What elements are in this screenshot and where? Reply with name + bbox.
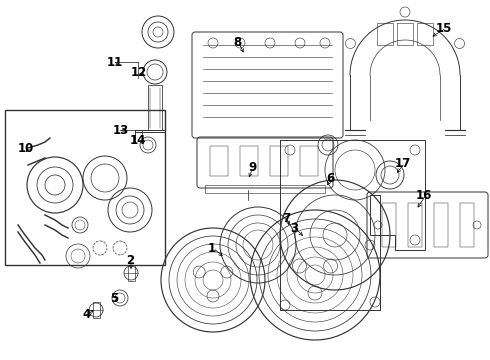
Bar	[148, 85, 162, 130]
Text: 5: 5	[110, 292, 118, 306]
Text: 15: 15	[436, 22, 452, 35]
Bar	[377, 23, 393, 45]
Text: 11: 11	[107, 55, 123, 68]
Text: 13: 13	[113, 123, 129, 136]
Bar	[434, 203, 448, 247]
Text: 1: 1	[208, 242, 216, 255]
Text: 14: 14	[130, 134, 147, 147]
Text: 17: 17	[395, 157, 411, 170]
Text: 6: 6	[326, 171, 334, 185]
Bar	[5, 110, 165, 265]
Text: 16: 16	[416, 189, 432, 202]
Text: 7: 7	[282, 212, 290, 225]
Bar	[300, 146, 318, 176]
Bar	[240, 146, 258, 176]
Text: 3: 3	[290, 221, 298, 234]
Bar	[127, 265, 134, 282]
Bar	[460, 203, 474, 247]
Bar	[417, 23, 433, 45]
Text: 12: 12	[131, 66, 147, 78]
Text: 2: 2	[126, 255, 134, 267]
Bar	[270, 146, 288, 176]
Text: 9: 9	[248, 161, 256, 174]
Bar	[382, 203, 396, 247]
Bar	[93, 302, 99, 318]
Bar	[397, 23, 413, 45]
Bar	[210, 146, 228, 176]
Text: 4: 4	[82, 309, 90, 321]
Text: 10: 10	[18, 141, 34, 154]
Text: 8: 8	[233, 36, 241, 49]
Bar	[408, 203, 422, 247]
